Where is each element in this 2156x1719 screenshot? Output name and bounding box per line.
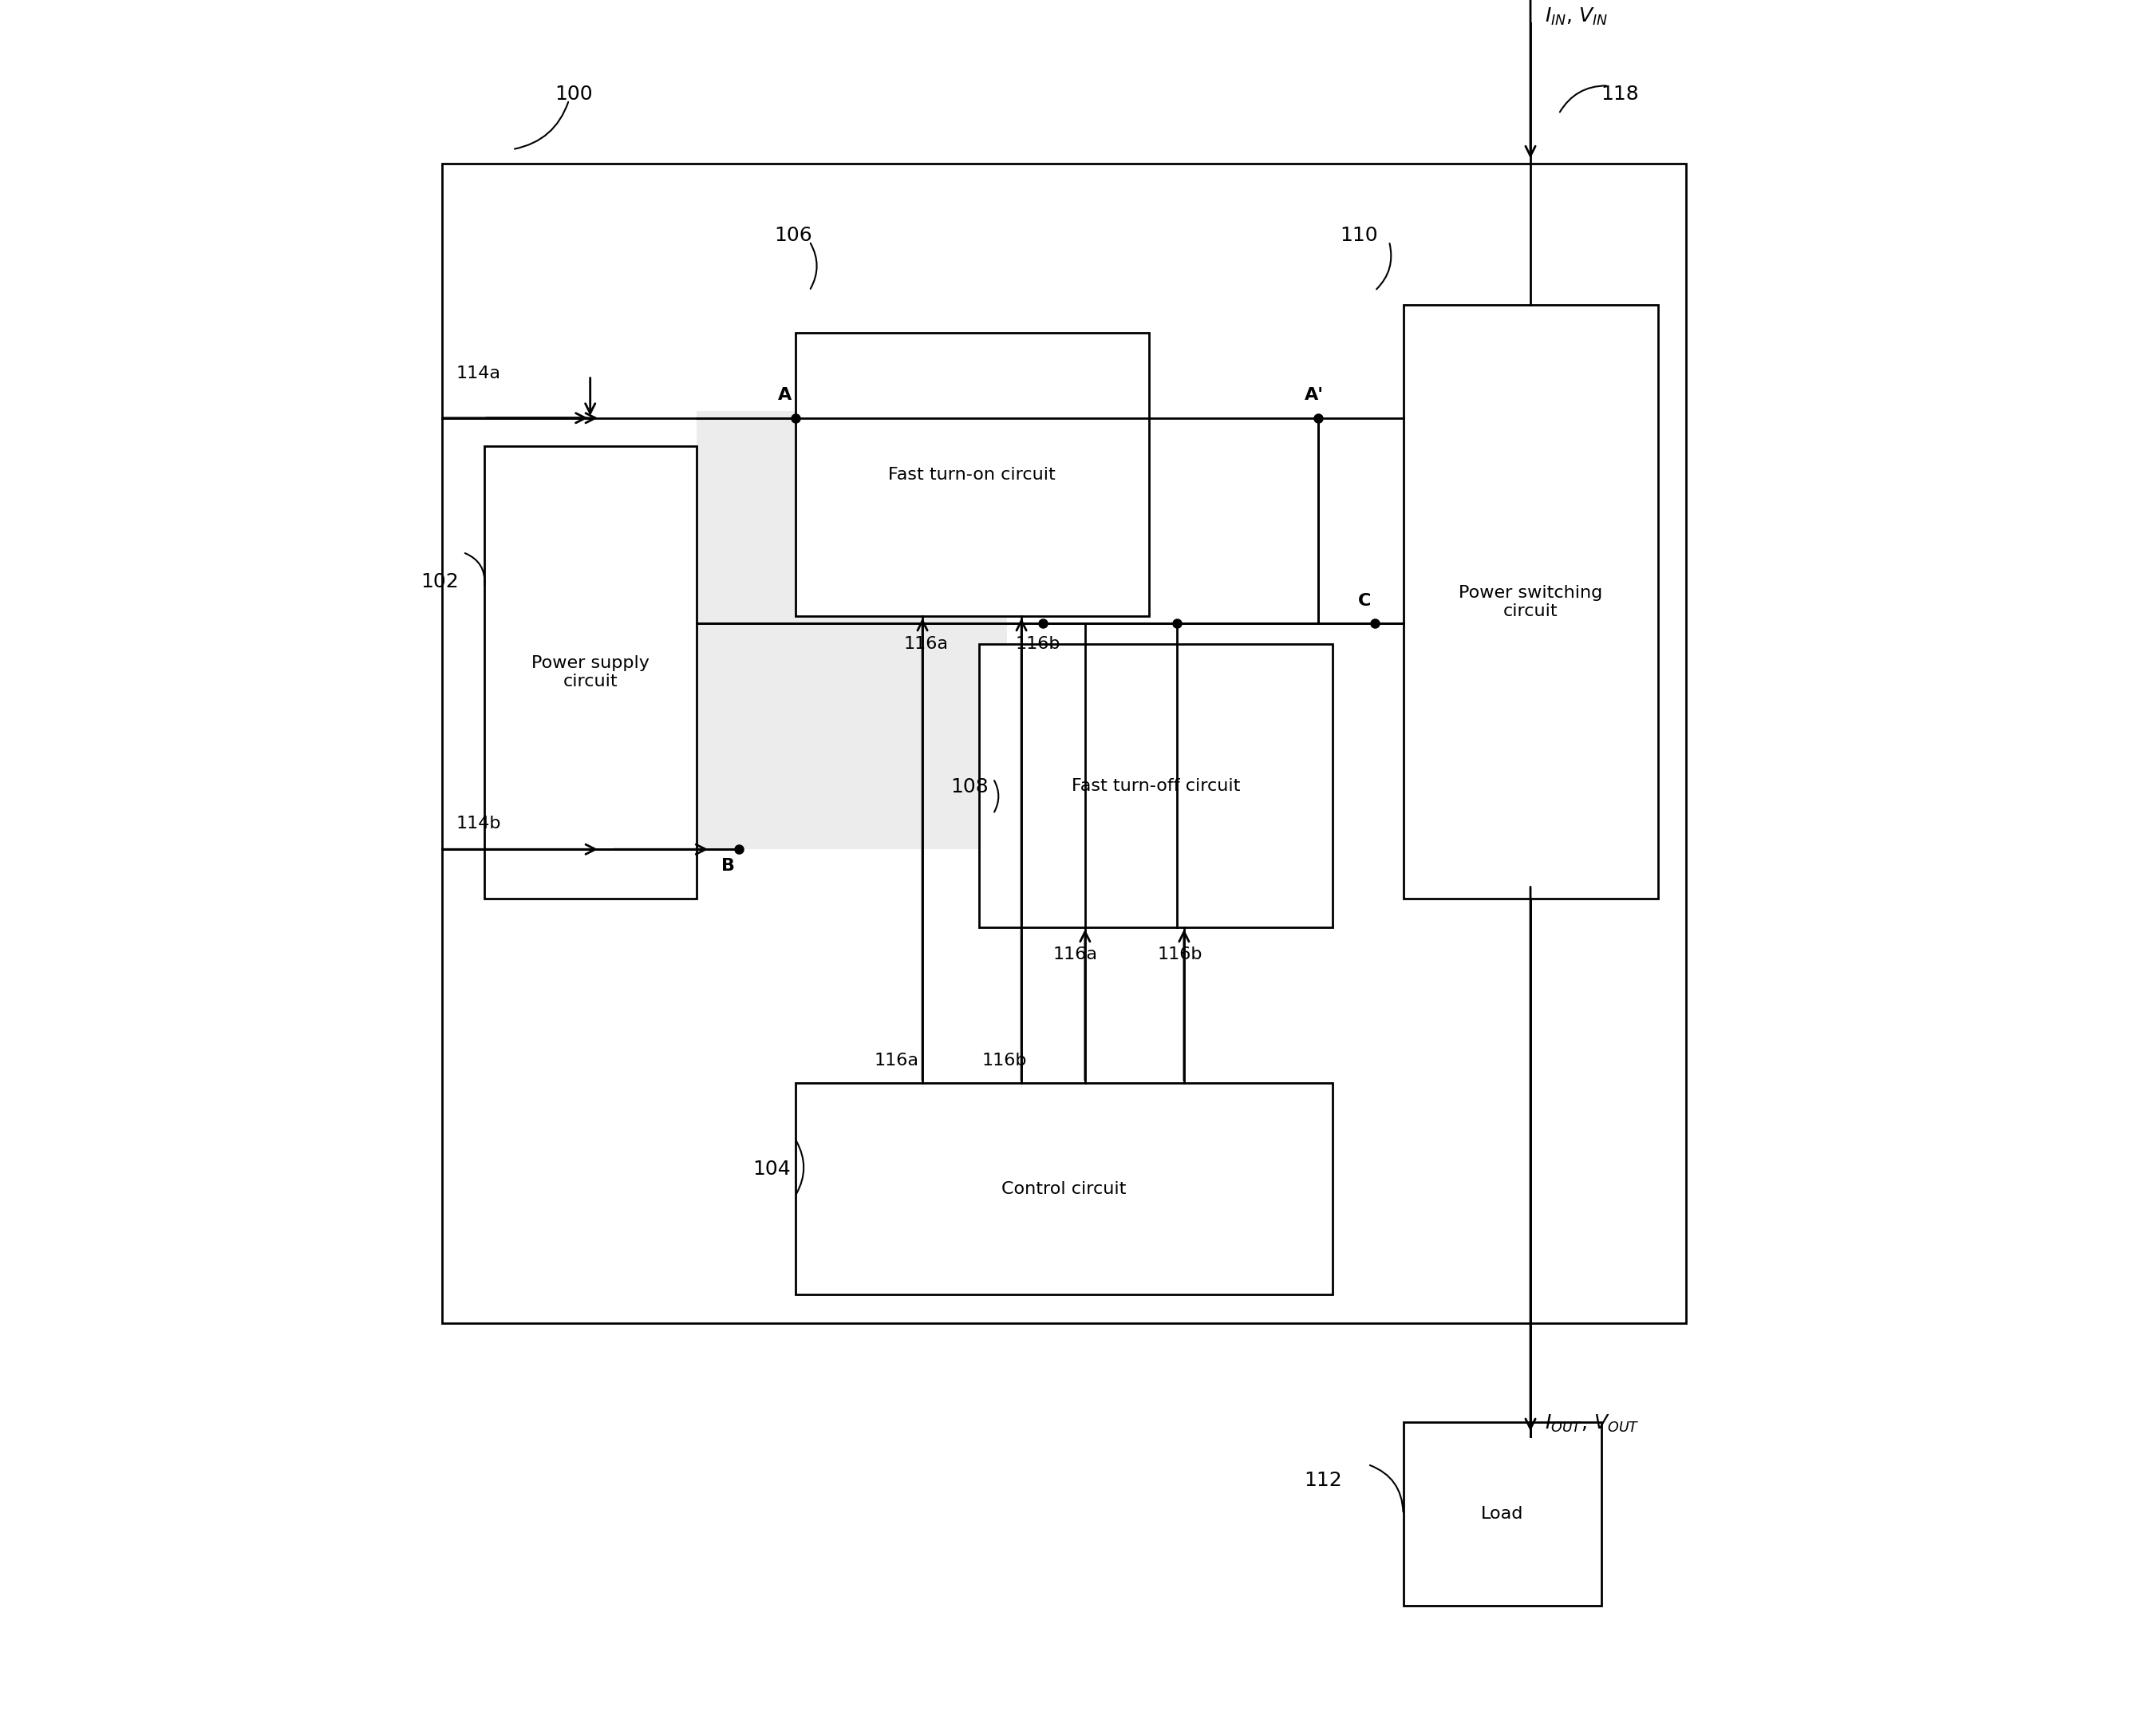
Text: 102: 102	[420, 572, 459, 591]
Text: 112: 112	[1304, 1470, 1343, 1490]
Text: 114b: 114b	[455, 815, 500, 832]
Text: Power switching
circuit: Power switching circuit	[1460, 584, 1602, 619]
Text: A': A'	[1304, 387, 1324, 402]
Text: Power supply
circuit: Power supply circuit	[530, 655, 649, 689]
Text: 106: 106	[774, 227, 813, 246]
Bar	[979, 645, 1332, 927]
Text: 116b: 116b	[981, 1054, 1026, 1069]
Text: $I_{OUT}$, $V_{OUT}$: $I_{OUT}$, $V_{OUT}$	[1544, 1413, 1639, 1434]
Text: 116a: 116a	[875, 1054, 918, 1069]
Text: 116a: 116a	[903, 636, 949, 652]
Bar	[796, 333, 1149, 615]
Text: 118: 118	[1602, 84, 1639, 103]
Text: A: A	[778, 387, 791, 402]
Text: 114a: 114a	[455, 366, 500, 382]
Bar	[1404, 1422, 1602, 1606]
Text: 116b: 116b	[1158, 947, 1203, 963]
Text: Fast turn-off circuit: Fast turn-off circuit	[1072, 777, 1240, 794]
Bar	[1404, 304, 1658, 899]
Text: 104: 104	[752, 1159, 791, 1179]
Text: 116b: 116b	[1015, 636, 1061, 652]
Text: Load: Load	[1481, 1506, 1524, 1521]
Text: Control circuit: Control circuit	[1003, 1181, 1125, 1196]
Text: $I_{IN}$, $V_{IN}$: $I_{IN}$, $V_{IN}$	[1544, 7, 1608, 28]
Text: C: C	[1358, 593, 1371, 609]
Text: 100: 100	[554, 84, 593, 103]
Text: 116a: 116a	[1052, 947, 1097, 963]
Text: 110: 110	[1339, 227, 1378, 246]
Text: 108: 108	[951, 777, 990, 796]
Text: Fast turn-on circuit: Fast turn-on circuit	[888, 466, 1056, 483]
Bar	[796, 1083, 1332, 1294]
Bar	[485, 447, 696, 899]
Text: B: B	[722, 858, 735, 873]
Bar	[696, 411, 1007, 849]
